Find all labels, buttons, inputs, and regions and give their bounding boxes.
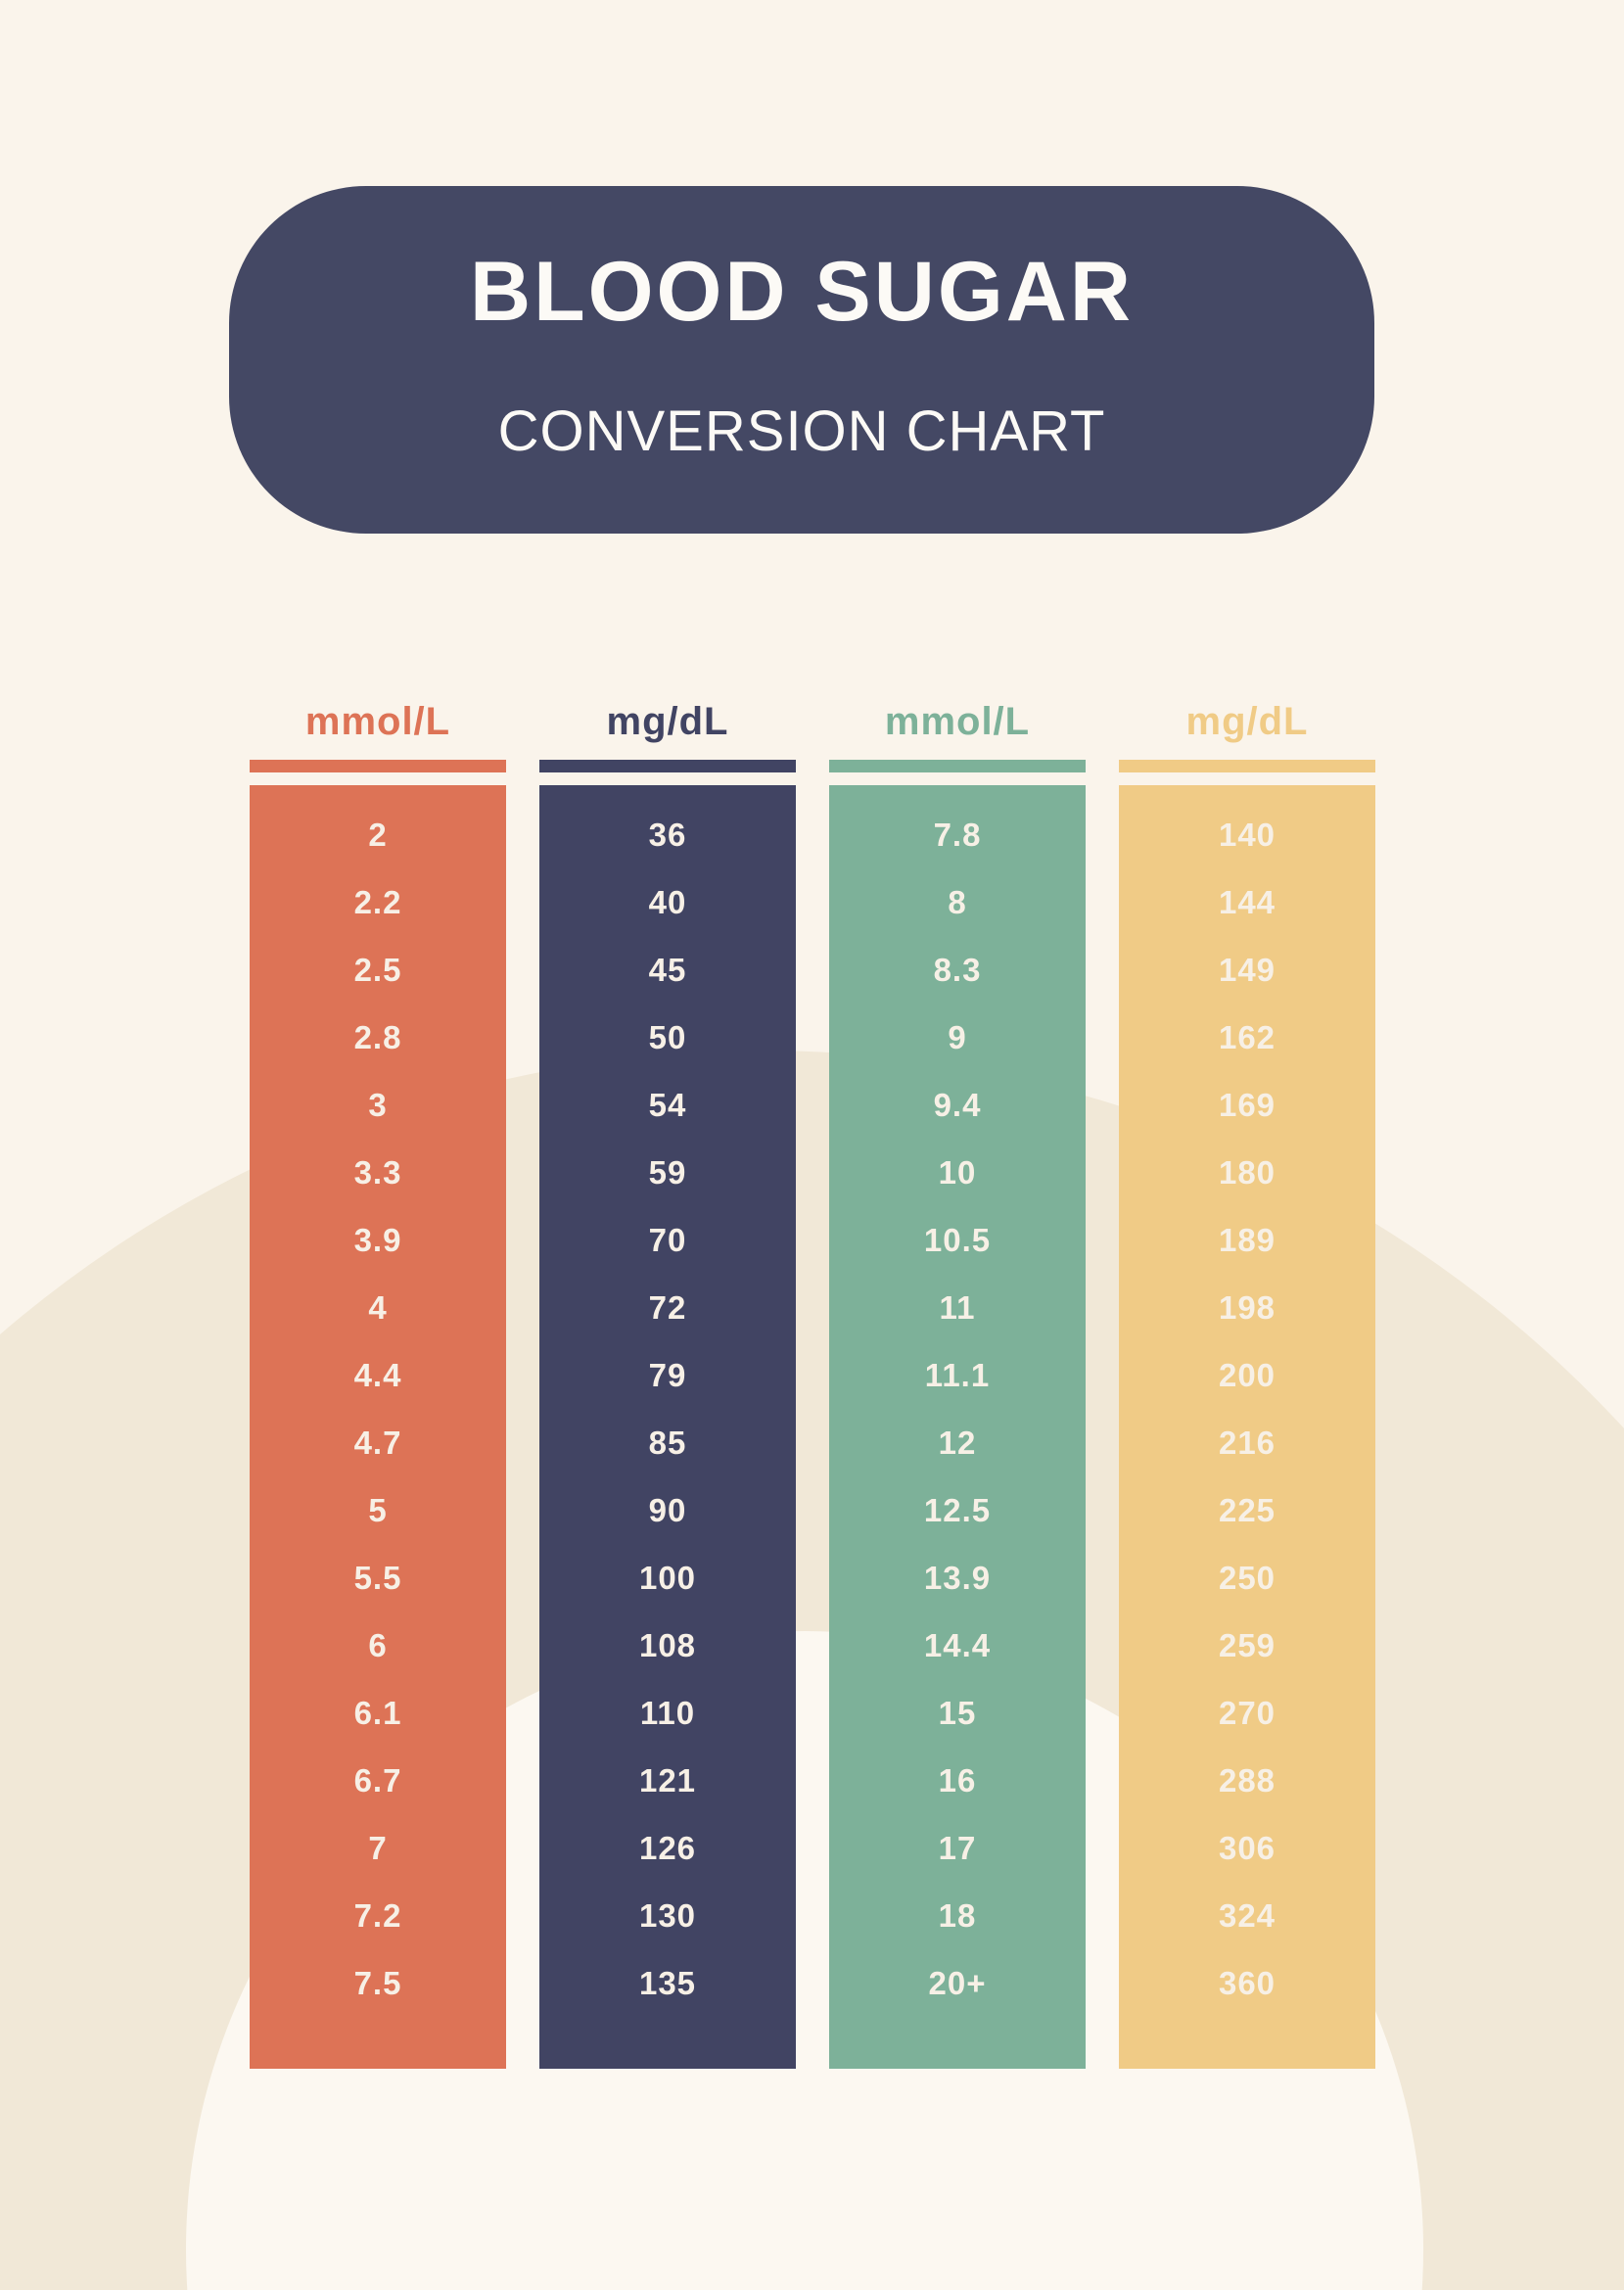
table-cell: 130 <box>638 1896 697 1934</box>
table-cell: 72 <box>648 1288 687 1326</box>
column-body: 7.8 8 8.3 9 9.4 10 10.5 11 11.1 12 12.5 13.9 14.4 15 1… <box>829 785 1086 2069</box>
column-accent-bar <box>1119 760 1375 772</box>
table-cell: 306 <box>1218 1829 1276 1866</box>
table-cell: 8 <box>948 883 967 920</box>
table-cell: 2.8 <box>353 1018 402 1055</box>
table-cell: 126 <box>638 1829 697 1866</box>
table-cell: 20+ <box>928 1964 987 2001</box>
table-cell: 162 <box>1218 1018 1276 1055</box>
table-cell: 14.4 <box>923 1626 992 1663</box>
table-cell: 7 <box>368 1829 388 1866</box>
column-accent-bar <box>539 760 796 772</box>
table-cell: 50 <box>648 1018 687 1055</box>
table-cell: 10 <box>938 1153 977 1191</box>
table-cell: 189 <box>1218 1221 1276 1258</box>
table-cell: 4.7 <box>353 1424 402 1461</box>
table-column-3: mmol/L 7.8 8 8.3 9 9.4 10 10.5 11 11.1 12 12.5 13.9 1… <box>829 691 1086 2069</box>
column-body: 36 40 45 50 54 59 70 72 79 85 90 100 108 110 121 126 130… <box>539 785 796 2069</box>
table-cell: 121 <box>638 1761 697 1799</box>
table-cell: 16 <box>938 1761 977 1799</box>
table-cell: 3 <box>368 1086 388 1123</box>
table-cell: 6.7 <box>353 1761 402 1799</box>
table-cell: 70 <box>648 1221 687 1258</box>
table-cell: 36 <box>648 816 687 853</box>
title-banner: BLOOD SUGAR CONVERSION CHART <box>229 186 1374 534</box>
table-cell: 270 <box>1218 1694 1276 1731</box>
table-cell: 9.4 <box>933 1086 982 1123</box>
table-column-2: mg/dL 36 40 45 50 54 59 70 72 79 85 90 100 108 110 121 1… <box>539 691 796 2069</box>
table-cell: 7.8 <box>933 816 982 853</box>
table-cell: 85 <box>648 1424 687 1461</box>
table-cell: 79 <box>648 1356 687 1393</box>
table-cell: 2.2 <box>353 883 402 920</box>
column-header: mmol/L <box>304 700 451 743</box>
table-cell: 324 <box>1218 1896 1276 1934</box>
table-cell: 110 <box>639 1694 696 1731</box>
table-cell: 45 <box>648 951 687 988</box>
table-cell: 11.1 <box>924 1356 991 1393</box>
column-header: mg/dL <box>1185 700 1309 743</box>
table-cell: 7.2 <box>353 1896 402 1934</box>
table-cell: 54 <box>648 1086 687 1123</box>
column-header: mmol/L <box>884 700 1031 743</box>
table-cell: 15 <box>938 1694 977 1731</box>
table-column-1: mmol/L 2 2.2 2.5 2.8 3 3.3 3.9 4 4.4 4.7 5 5.5 6 6.1 6.… <box>250 691 506 2069</box>
column-accent-bar <box>829 760 1086 772</box>
table-cell: 288 <box>1218 1761 1276 1799</box>
table-cell: 4.4 <box>353 1356 402 1393</box>
table-cell: 6.1 <box>353 1694 402 1731</box>
table-cell: 360 <box>1218 1964 1276 2001</box>
table-cell: 10.5 <box>923 1221 992 1258</box>
table-cell: 13.9 <box>923 1559 992 1596</box>
table-cell: 5.5 <box>353 1559 402 1596</box>
table-cell: 180 <box>1218 1153 1276 1191</box>
table-cell: 8.3 <box>933 951 982 988</box>
table-cell: 225 <box>1218 1491 1276 1528</box>
table-cell: 2.5 <box>353 951 402 988</box>
table-cell: 216 <box>1218 1424 1276 1461</box>
table-cell: 7.5 <box>353 1964 402 2001</box>
column-body: 2 2.2 2.5 2.8 3 3.3 3.9 4 4.4 4.7 5 5.5 6 6.1 6.7 7 7.2 7… <box>250 785 506 2069</box>
table-cell: 108 <box>638 1626 697 1663</box>
table-column-4: mg/dL 140 144 149 162 169 180 189 198 200 216 225 25… <box>1119 691 1375 2069</box>
table-cell: 2 <box>368 816 388 853</box>
table-cell: 259 <box>1218 1626 1276 1663</box>
table-cell: 3.9 <box>353 1221 402 1258</box>
table-cell: 40 <box>648 883 687 920</box>
table-cell: 18 <box>938 1896 977 1934</box>
table-cell: 17 <box>938 1829 977 1866</box>
table-cell: 100 <box>638 1559 697 1596</box>
table-cell: 3.3 <box>353 1153 402 1191</box>
table-cell: 12 <box>938 1424 977 1461</box>
conversion-table: mmol/L 2 2.2 2.5 2.8 3 3.3 3.9 4 4.4 4.7 5 5.5 6 6.1 6.… <box>250 691 1375 2069</box>
table-cell: 11 <box>939 1288 976 1326</box>
table-cell: 250 <box>1218 1559 1276 1596</box>
table-cell: 169 <box>1218 1086 1276 1123</box>
column-accent-bar <box>250 760 506 772</box>
page-subtitle: CONVERSION CHART <box>497 399 1106 463</box>
table-cell: 198 <box>1218 1288 1276 1326</box>
column-header: mg/dL <box>606 700 729 743</box>
table-cell: 6 <box>368 1626 388 1663</box>
column-body: 140 144 149 162 169 180 189 198 200 216 225 250 259 2… <box>1119 785 1375 2069</box>
table-cell: 12.5 <box>923 1491 992 1528</box>
table-cell: 200 <box>1218 1356 1276 1393</box>
table-cell: 149 <box>1218 951 1276 988</box>
table-cell: 144 <box>1218 883 1276 920</box>
table-cell: 4 <box>368 1288 388 1326</box>
page-title: BLOOD SUGAR <box>470 245 1134 339</box>
table-cell: 90 <box>648 1491 687 1528</box>
table-cell: 135 <box>638 1964 697 2001</box>
table-cell: 5 <box>368 1491 388 1528</box>
table-cell: 140 <box>1218 816 1276 853</box>
table-cell: 9 <box>948 1018 967 1055</box>
table-cell: 59 <box>648 1153 687 1191</box>
